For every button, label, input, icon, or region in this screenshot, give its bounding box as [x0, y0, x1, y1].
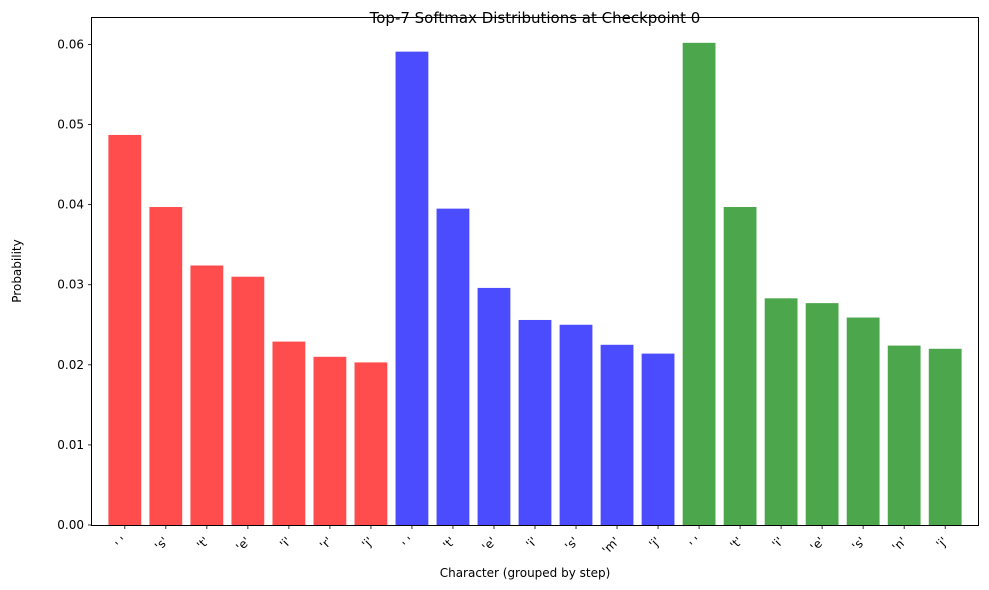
chart-title: Top-7 Softmax Distributions at Checkpoin…: [369, 9, 701, 27]
x-tick-label-15: 't': [727, 534, 745, 552]
bar-6: [354, 362, 388, 525]
x-tick-label-13: 'j': [646, 534, 663, 551]
bar-group: [108, 42, 962, 525]
x-tick-label-11: 's': [562, 534, 581, 553]
x-tick-label-0: ' ': [113, 534, 130, 551]
x-tick-label-9: 'e': [479, 534, 499, 554]
x-tick-label-18: 's': [849, 534, 868, 553]
y-tick-label-2: 0.02: [57, 358, 84, 372]
y-tick-label-5: 0.05: [57, 118, 84, 132]
bar-3: [231, 276, 265, 525]
x-tick-label-17: 'e': [807, 534, 827, 554]
bar-13: [641, 353, 675, 525]
bar-20: [928, 348, 962, 525]
bar-10: [518, 319, 552, 525]
bar-17: [805, 303, 839, 525]
x-tick-label-5: 'r': [317, 534, 335, 552]
bar-2: [190, 265, 224, 525]
bar-12: [600, 344, 634, 525]
bar-16: [764, 298, 798, 525]
bar-15: [723, 207, 757, 525]
plot-frame: [91, 17, 979, 526]
bar-1: [149, 207, 183, 525]
x-tick-label-2: 't': [194, 534, 212, 552]
bar-7: [395, 51, 429, 525]
bar-0: [108, 134, 142, 525]
x-tick-label-12: 'm': [599, 534, 622, 557]
x-tick-label-3: 'e': [233, 534, 253, 554]
bar-19: [887, 345, 921, 525]
x-tick-label-16: 'i': [769, 534, 786, 551]
x-tick-label-4: 'i': [277, 534, 294, 551]
x-tick-label-14: ' ': [687, 534, 704, 551]
y-tick-label-4: 0.04: [57, 198, 84, 212]
x-axis-label: Character (grouped by step): [440, 566, 611, 580]
y-tick-label-1: 0.01: [57, 438, 84, 452]
x-tick-label-8: 't': [440, 534, 458, 552]
bar-8: [436, 208, 470, 525]
bar-14: [682, 42, 716, 525]
y-tick-label-0: 0.00: [57, 518, 84, 532]
bar-9: [477, 287, 511, 525]
bar-5: [313, 356, 347, 525]
x-tick-label-20: 'j': [933, 534, 950, 551]
x-tick-label-6: 'j': [359, 534, 376, 551]
x-tick-label-10: 'i': [523, 534, 540, 551]
x-tick-label-1: 's': [152, 534, 171, 553]
x-axis-ticks: ' ' 's' 't' 'e' 'i' 'r' 'j' ' ' 't' 'e' 'i' 's' 'm' '…: [113, 525, 950, 557]
y-axis-ticks: 0.00 0.01 0.02 0.03 0.04 0.05 0.06: [57, 37, 92, 532]
y-tick-label-6: 0.06: [57, 37, 84, 51]
y-axis-label: Probability: [10, 239, 24, 302]
bar-18: [846, 317, 880, 525]
bar-4: [272, 341, 306, 525]
x-tick-label-7: ' ': [400, 534, 417, 551]
y-tick-label-3: 0.03: [57, 278, 84, 292]
x-tick-label-19: 'n': [889, 534, 909, 554]
bar-11: [559, 324, 593, 525]
